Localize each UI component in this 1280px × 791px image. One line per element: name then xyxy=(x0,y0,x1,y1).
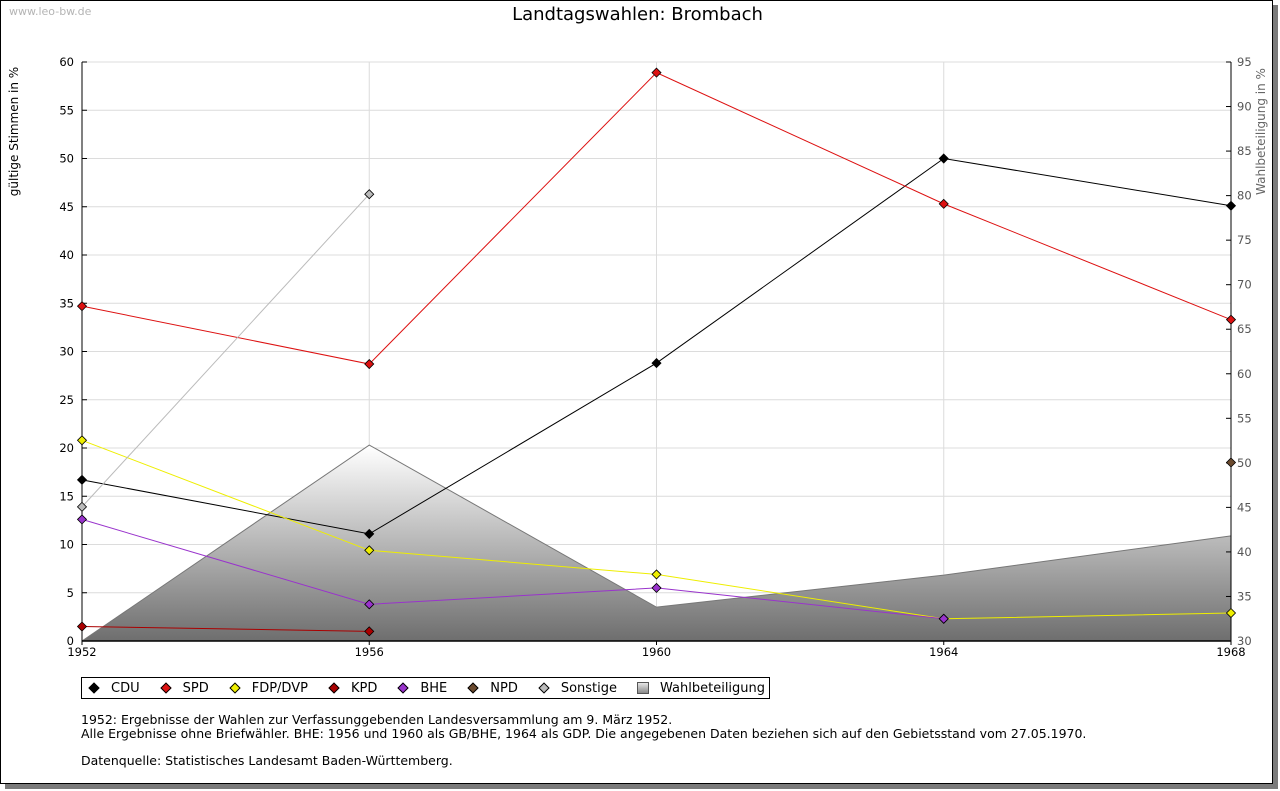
point-fdp-dvp-1956 xyxy=(364,545,375,556)
point-spd-1968 xyxy=(1225,314,1237,325)
y-right-tick-label: 95 xyxy=(1237,55,1252,69)
y-right-tick-label: 35 xyxy=(1237,589,1252,603)
y-right-tick-label: 80 xyxy=(1237,189,1252,203)
legend-item-fdp-dvp: FDP/DVP xyxy=(229,681,308,696)
y-right-tick-label: 40 xyxy=(1237,545,1252,559)
point-bhe-1964 xyxy=(938,613,949,624)
y-right-tick-label: 50 xyxy=(1237,456,1252,470)
legend-item-cdu: CDU xyxy=(88,681,140,696)
diamond-marker-icon xyxy=(467,682,479,694)
legend-item-kpd: KPD xyxy=(328,681,377,696)
legend-item-wahlbeteiligung: Wahlbeteiligung xyxy=(637,681,765,696)
point-bhe-1952 xyxy=(76,514,88,525)
y-right-tick-label: 65 xyxy=(1237,322,1252,336)
point-cdu-1960 xyxy=(651,358,662,369)
point-bhe-1956 xyxy=(364,599,375,610)
y-tick-label: 45 xyxy=(59,200,74,214)
y-right-tick-label: 45 xyxy=(1237,500,1252,514)
diamond-marker-icon xyxy=(229,682,241,694)
x-tick-label: 1960 xyxy=(642,645,671,659)
y-tick-label: 25 xyxy=(59,393,74,407)
legend-label: SPD xyxy=(182,680,209,696)
legend-item-npd: NPD xyxy=(467,681,518,696)
point-spd-1952 xyxy=(76,301,88,312)
point-cdu-1964 xyxy=(938,153,949,164)
diamond-marker-icon xyxy=(538,682,550,694)
point-fdp-dvp-1960 xyxy=(651,569,662,580)
x-tick-label: 1968 xyxy=(1216,645,1245,659)
turnout-area xyxy=(81,444,1232,642)
y-tick-label: 5 xyxy=(67,586,74,600)
y-tick-label: 50 xyxy=(59,152,74,166)
y-right-tick-label: 90 xyxy=(1237,100,1252,114)
y-axis-right-title: Wahlbeteiligung in % xyxy=(1254,68,1268,195)
series-line-sonstige xyxy=(81,193,370,508)
y-right-tick-label: 60 xyxy=(1237,367,1252,381)
axes: 0 5 10 15 20 25 30 35 40 45 50 55 60 30 35 40 45 50 55 60 65… xyxy=(7,55,1268,659)
legend-label: Sonstige xyxy=(560,680,618,696)
turnout-area-fill xyxy=(82,445,1231,641)
y-tick-label: 0 xyxy=(67,634,74,648)
y-right-tick-label: 70 xyxy=(1237,278,1252,292)
legend-item-spd: SPD xyxy=(160,681,209,696)
point-npd-1968 xyxy=(1225,457,1237,468)
point-cdu-1956 xyxy=(364,528,375,539)
series-line-bhe xyxy=(81,518,944,620)
point-kpd-1952 xyxy=(76,621,88,632)
point-cdu-1968 xyxy=(1225,200,1237,211)
diamond-marker-icon xyxy=(160,682,172,694)
y-right-tick-label: 30 xyxy=(1237,634,1252,648)
x-tick-label: 1964 xyxy=(929,645,958,659)
y-tick-label: 55 xyxy=(59,103,74,117)
legend: CDU SPD FDP/DVP KPD BHE NPD Sonstige Wahlbeteil… xyxy=(81,677,771,699)
legend-item-sonstige: Sonstige xyxy=(538,681,617,696)
diamond-marker-icon xyxy=(397,682,409,694)
y-axis-title: gültige Stimmen in % xyxy=(7,67,21,196)
data-source: Datenquelle: Statistisches Landesamt Bad… xyxy=(81,753,453,768)
legend-label: BHE xyxy=(420,680,448,696)
y-tick-label: 30 xyxy=(59,345,74,359)
turnout-area-edge xyxy=(81,444,1232,642)
y-tick-label: 35 xyxy=(59,296,74,310)
point-fdp-dvp-1968 xyxy=(1225,607,1237,619)
footnotes: 1952: Ergebnisse der Wahlen zur Verfassu… xyxy=(81,713,1086,768)
y-tick-label: 10 xyxy=(59,538,74,552)
legend-item-bhe: BHE xyxy=(397,681,447,696)
y-tick-label: 60 xyxy=(59,55,74,69)
y-right-tick-label: 85 xyxy=(1237,144,1252,158)
point-kpd-1956 xyxy=(364,626,375,637)
diamond-marker-icon xyxy=(88,682,100,694)
series-line-kpd xyxy=(81,626,370,632)
y-tick-label: 15 xyxy=(59,489,74,503)
point-fdp-dvp-1952 xyxy=(76,435,88,446)
point-cdu-1952 xyxy=(76,474,88,485)
point-spd-1960 xyxy=(651,67,662,78)
series-markers xyxy=(76,67,1237,637)
point-bhe-1960 xyxy=(651,582,662,593)
point-sonstige-1952 xyxy=(76,501,88,512)
y-tick-label: 40 xyxy=(59,248,74,262)
diamond-marker-icon xyxy=(328,682,340,694)
y-right-tick-label: 55 xyxy=(1237,411,1252,425)
watermark: www.leo-bw.de xyxy=(9,5,92,18)
legend-label: FDP/DVP xyxy=(251,680,308,696)
legend-label: NPD xyxy=(490,680,518,696)
legend-label: CDU xyxy=(111,680,140,696)
point-spd-1956 xyxy=(364,358,375,370)
legend-label: Wahlbeteiligung xyxy=(660,680,766,696)
y-tick-label: 20 xyxy=(59,441,74,455)
x-tick-label: 1956 xyxy=(355,645,384,659)
chart-title: Landtagswahlen: Brombach xyxy=(512,4,763,25)
point-sonstige-1956 xyxy=(364,189,375,200)
legend-label: KPD xyxy=(350,680,378,696)
footnote-general: Alle Ergebnisse ohne Briefwähler. BHE: 1… xyxy=(81,726,1087,741)
x-tick-label: 1952 xyxy=(67,645,96,659)
footnote-1952: 1952: Ergebnisse der Wahlen zur Verfassu… xyxy=(81,712,673,727)
square-swatch-icon xyxy=(637,682,650,694)
y-right-tick-label: 75 xyxy=(1237,233,1252,247)
point-spd-1964 xyxy=(938,198,949,209)
